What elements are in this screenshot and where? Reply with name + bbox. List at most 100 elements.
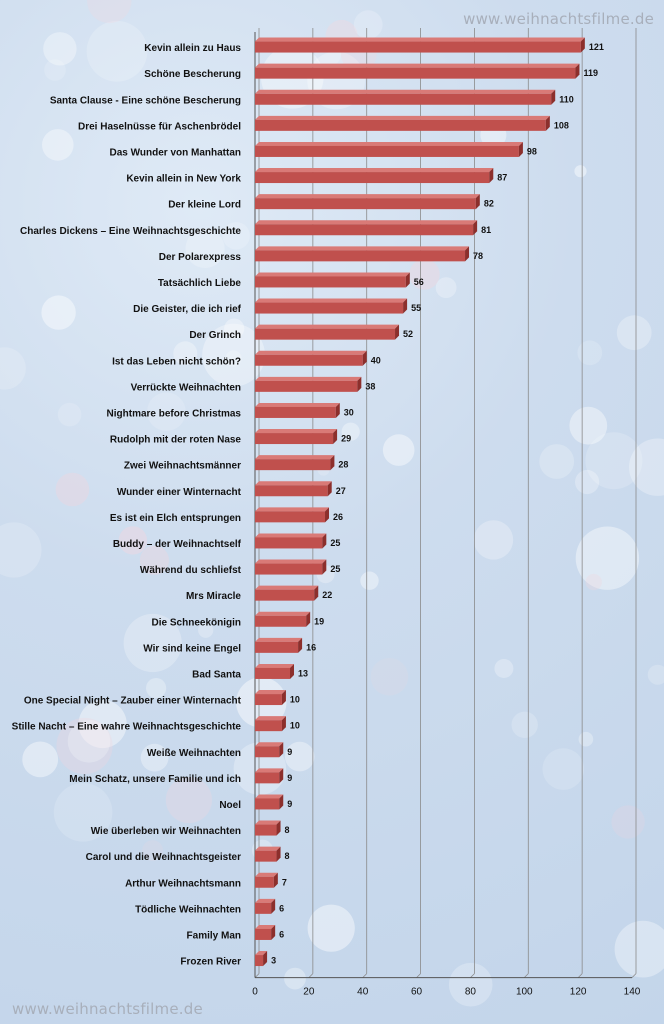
category-label: Kevin allein in New York [126,174,241,185]
x-tick-label: 60 [411,987,423,998]
bar-top-face [255,637,303,642]
bar-front-face [255,67,576,79]
bar-side-face [395,324,400,340]
value-label: 119 [583,68,598,78]
bar-side-face [314,585,319,601]
bar-front-face [255,41,581,53]
snowflake-dot [165,776,212,824]
value-label: 3 [271,956,276,966]
category-label: Schöne Bescherung [144,69,241,80]
bar-side-face [473,220,478,236]
bar [255,115,550,131]
value-label: 25 [330,538,340,548]
snowflake-dot [44,59,66,81]
value-label: 52 [403,329,413,339]
bar [255,194,480,210]
category-label: Der kleine Lord [168,200,241,211]
bar-side-face [276,846,281,862]
value-label: 87 [497,173,507,183]
category-label: Buddy – der Weihnachtself [113,539,242,550]
bar-top-face [255,115,550,120]
x-tick-label: 100 [516,987,533,998]
bar-top-face [255,794,284,799]
bar-side-face [322,533,327,549]
bar-top-face [255,820,281,825]
snowflake-dot [142,840,164,861]
bar-front-face [255,302,404,314]
x-tick-label: 120 [570,987,587,998]
category-label: Stille Nacht – Eine wahre Weihnachtsgesc… [12,722,242,733]
bar [255,533,327,549]
x-tick-label: 0 [252,987,258,998]
bar [255,585,319,601]
bar-top-face [255,324,400,329]
gridline-depth [524,973,529,978]
category-label: Mrs Miracle [186,591,241,602]
bar-front-face [255,928,272,940]
category-label: Noel [219,800,241,811]
bar-side-face [330,455,335,471]
value-label: 30 [344,407,354,417]
category-label: Wir sind keine Engel [143,643,241,654]
bar [255,402,340,418]
category-label: Family Man [187,930,241,941]
category-label: Frozen River [180,957,241,968]
bar-top-face [255,298,408,303]
bar-top-face [255,742,284,747]
bar [255,637,303,653]
snowflake-dot [585,432,643,490]
bar-side-face [290,663,295,679]
bar-front-face [255,459,331,471]
bar-front-face [255,798,280,810]
x-tick-label: 20 [303,987,315,998]
bar [255,220,478,236]
value-label: 9 [287,773,292,783]
snowflake-dot [86,20,148,82]
bar-front-face [255,485,328,497]
category-label: Tatsächlich Liebe [158,278,242,289]
snowflake-dot [494,659,514,678]
x-tick-label: 80 [465,987,477,998]
bar-front-face [255,93,552,105]
snowflake-dot [173,341,198,366]
snowflake-dot [577,340,603,366]
category-label: Die Geister, die ich rief [133,304,241,315]
bar-side-face [271,924,276,940]
bar-front-face [255,746,280,758]
snowflake-dot [578,731,594,747]
value-label: 108 [554,120,569,130]
bar-top-face [255,350,367,355]
bar-top-face [255,951,268,956]
bar-side-face [475,194,480,210]
snowflake-dot [647,664,664,685]
bar [255,324,400,340]
bar [255,872,278,888]
bar-side-face [551,89,556,105]
bar-front-face [255,615,307,627]
value-label: 10 [290,695,300,705]
snowflake-dot [56,717,113,775]
bar [255,37,585,53]
bar-side-face [281,716,286,732]
bar [255,846,281,862]
bar-side-face [325,507,330,523]
snowflake-dot [55,472,90,507]
category-label: Tödliche Weihnachten [135,904,241,915]
snowflake-dot [575,526,640,590]
snowflake-dot [43,32,77,66]
category-label: Ist das Leben nicht schön? [112,356,241,367]
bar-top-face [255,272,410,277]
bar-top-face [255,690,286,695]
bar-front-face [255,433,334,445]
snowflake-dot [198,622,214,638]
value-label: 27 [336,486,346,496]
category-label: Während du schliefst [140,565,242,576]
value-labels: 1211191101089887828178565552403830292827… [271,42,604,966]
value-label: 22 [322,590,332,600]
bar-front-face [255,511,326,523]
bars [255,37,585,967]
x-tick-label: 40 [357,987,369,998]
category-label: Verrückte Weihnachten [131,382,241,393]
value-label: 38 [365,381,375,391]
